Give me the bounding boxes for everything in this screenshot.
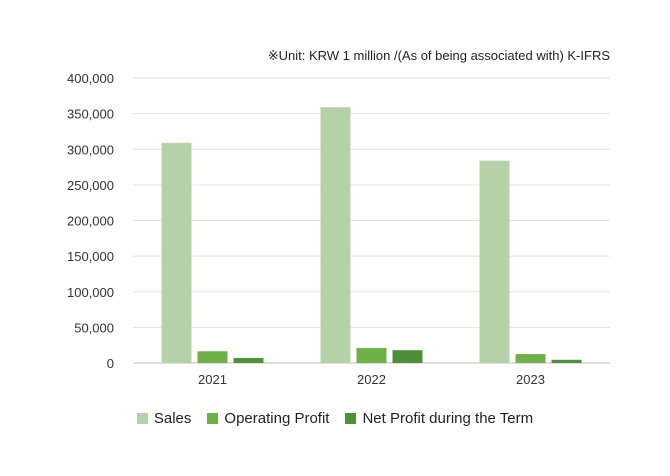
- legend-item: Net Profit during the Term: [345, 410, 533, 427]
- legend-swatch: [207, 413, 219, 424]
- y-tick-label: 350,000: [67, 107, 114, 122]
- bar-sales-2023: [479, 160, 510, 363]
- y-tick-label: 50,000: [74, 320, 114, 335]
- legend-label: Net Profit during the Term: [362, 410, 534, 427]
- legend-item: Sales: [136, 410, 192, 427]
- gridlines: [133, 77, 610, 364]
- legend-item: Operating Profit: [207, 410, 329, 427]
- y-axis-ticks: 0 50,000 100,000 150,000 200,000 250,000 300,0…: [67, 71, 114, 371]
- y-tick-label: 400,000: [67, 71, 114, 86]
- x-tick-label: 2021: [198, 372, 227, 387]
- bar-sales-2022: [320, 107, 351, 364]
- legend-label: Sales: [153, 410, 192, 427]
- y-tick-label: 200,000: [67, 214, 114, 229]
- bar-net-profit-during-the-term-2022: [392, 350, 423, 363]
- bar-net-profit-during-the-term-2021: [233, 358, 264, 363]
- y-tick-label: 150,000: [67, 249, 114, 264]
- bar-net-profit-during-the-term-2023: [551, 359, 582, 363]
- y-tick-label: 100,000: [67, 285, 114, 300]
- bar-sales-2021: [161, 142, 192, 363]
- bar-operating-profit-2022: [356, 348, 387, 363]
- legend-label: Operating Profit: [224, 410, 330, 427]
- y-tick-label: 250,000: [67, 178, 114, 193]
- legend: Sales Operating Profit Net Profit during t…: [0, 410, 670, 427]
- legend-swatch: [136, 413, 148, 424]
- bar-operating-profit-2021: [197, 351, 228, 363]
- x-tick-label: 2022: [357, 372, 386, 387]
- x-axis-ticks: 2021 2022 2023: [198, 372, 545, 387]
- unit-note: ※Unit: KRW 1 million /(As of being assoc…: [267, 48, 610, 63]
- bars: [161, 107, 582, 364]
- x-tick-label: 2023: [516, 372, 545, 387]
- legend-swatch: [345, 413, 357, 424]
- y-tick-label: 300,000: [67, 142, 114, 157]
- bar-operating-profit-2023: [515, 354, 546, 363]
- y-tick-label: 0: [107, 356, 114, 371]
